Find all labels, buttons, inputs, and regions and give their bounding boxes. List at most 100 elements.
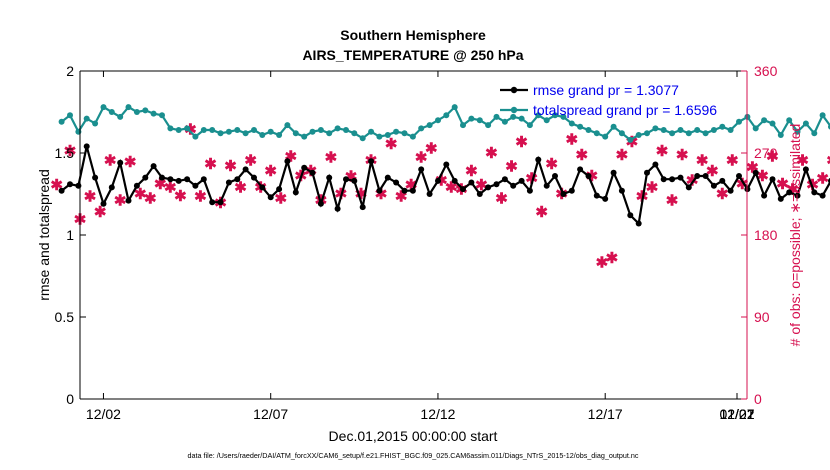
- axes-layer: 12/02 12/07 12/12 12/17 12/2212/2701/0100.51…: [55, 63, 778, 422]
- series-point-0: [476, 191, 483, 197]
- series-point-0: [435, 177, 441, 184]
- series-point-1: [669, 130, 676, 137]
- series-point-1: [443, 112, 450, 119]
- assimilated-point: ✱: [194, 189, 207, 206]
- series-point-1: [393, 128, 400, 135]
- y2-tick-label: 360: [754, 63, 778, 79]
- series-point-1: [351, 130, 358, 137]
- series-point-1: [159, 112, 165, 119]
- series-point-1: [326, 130, 333, 137]
- series-point-0: [786, 189, 793, 196]
- series-point-1: [702, 130, 709, 137]
- y2-tick-label: 270: [754, 145, 778, 161]
- series-point-0: [752, 169, 759, 176]
- series-point-1: [543, 117, 550, 124]
- series-point-0: [175, 177, 182, 184]
- legend-marker-1: [510, 106, 518, 114]
- assimilated-point: ✱: [646, 180, 659, 197]
- assimilated-point: ✱: [565, 131, 578, 148]
- series-point-1: [786, 117, 793, 124]
- chart-title: Southern Hemisphere: [340, 27, 486, 43]
- series-point-1: [426, 122, 433, 129]
- x-tick-label: 12/17: [588, 406, 623, 422]
- series-point-0: [727, 187, 734, 194]
- series-point-1: [418, 125, 425, 132]
- series-point-1: [301, 133, 308, 140]
- assimilated-point: ✱: [114, 192, 127, 209]
- assimilated-point: ✱: [204, 156, 217, 173]
- series-point-0: [125, 197, 132, 204]
- series-point-0: [610, 169, 617, 176]
- series-point-1: [142, 107, 149, 114]
- series-point-0: [819, 192, 826, 199]
- series-point-1: [435, 117, 441, 124]
- series-point-1: [819, 112, 826, 119]
- series-point-0: [560, 191, 567, 197]
- assimilated-point: ✱: [325, 150, 338, 167]
- series-point-1: [769, 120, 776, 127]
- assimilated-point: ✱: [515, 134, 528, 151]
- series-point-0: [568, 187, 575, 194]
- series-point-1: [192, 133, 199, 140]
- assimilated-point: ✱: [505, 159, 518, 176]
- series-point-0: [694, 173, 701, 179]
- assimilated-point: ✱: [796, 152, 809, 169]
- series-point-1: [552, 112, 558, 119]
- assimilated-point: ✱: [134, 186, 147, 203]
- assimilated-point: ✱: [706, 163, 719, 180]
- series-point-1: [83, 115, 90, 122]
- series-point-0: [108, 184, 115, 191]
- series-point-0: [736, 173, 742, 179]
- series-point-1: [92, 120, 99, 127]
- series-point-1: [518, 115, 525, 122]
- series-point-0: [284, 158, 291, 165]
- series-point-1: [593, 130, 600, 137]
- assimilated-point: ✱: [596, 254, 609, 271]
- series-point-0: [443, 161, 450, 168]
- series-0: [58, 143, 830, 227]
- assimilated-point: ✱: [656, 143, 669, 160]
- series-point-1: [368, 128, 375, 135]
- assimilated-point: ✱: [676, 147, 689, 164]
- series-point-0: [761, 192, 768, 199]
- series-point-1: [476, 117, 483, 124]
- series-point-1: [133, 109, 140, 115]
- series-point-1: [225, 128, 232, 135]
- series-point-0: [159, 174, 165, 181]
- series-point-0: [485, 184, 492, 191]
- assimilated-point: ✱: [666, 192, 679, 209]
- series-point-1: [242, 130, 249, 137]
- series-point-1: [292, 130, 299, 137]
- series-point-0: [660, 176, 667, 183]
- assimilated-point: ✱: [104, 152, 117, 169]
- x-tick-label: 12/22: [719, 406, 754, 422]
- legend: rmse grand pr = 1.3077 totalspread grand …: [500, 82, 717, 118]
- series-point-1: [694, 127, 701, 133]
- series-point-1: [644, 130, 650, 137]
- x-tick-label: 12/12: [420, 406, 455, 422]
- assimilated-point: ✱: [465, 163, 478, 180]
- series-point-0: [593, 192, 600, 199]
- series-point-1: [117, 113, 124, 120]
- series-point-1: [535, 112, 542, 119]
- series-point-1: [175, 127, 182, 133]
- series-point-1: [284, 122, 291, 129]
- y-tick-label: 1: [66, 227, 74, 243]
- series-point-0: [577, 166, 584, 173]
- series-point-0: [334, 205, 341, 212]
- y2-tick-label: 90: [754, 309, 770, 325]
- series-point-0: [359, 204, 366, 211]
- series-point-0: [644, 169, 650, 176]
- series-point-1: [167, 125, 174, 132]
- series-point-0: [794, 192, 801, 199]
- series-point-0: [719, 177, 726, 184]
- series-point-1: [627, 136, 634, 143]
- series-point-0: [669, 176, 676, 183]
- series-point-1: [577, 123, 584, 130]
- series-point-0: [710, 182, 717, 189]
- series-point-0: [409, 187, 416, 194]
- assimilated-point: ✱: [244, 152, 257, 169]
- series-point-1: [217, 130, 224, 137]
- series-layer: ✱ ✱ ✱ ✱ ✱ ✱ ✱ ✱ ✱ ✱ ✱ ✱ ✱ ✱ ✱ ✱ ✱ ✱ ✱ ✱ ✱ ✱ ✱ ✱ ✱ ✱ ✱ ✱ ✱ ✱ ✱ ✱ ✱ ✱ ✱ ✱ ✱ ✱ ✱ ✱…: [50, 104, 830, 271]
- series-point-1: [493, 113, 500, 120]
